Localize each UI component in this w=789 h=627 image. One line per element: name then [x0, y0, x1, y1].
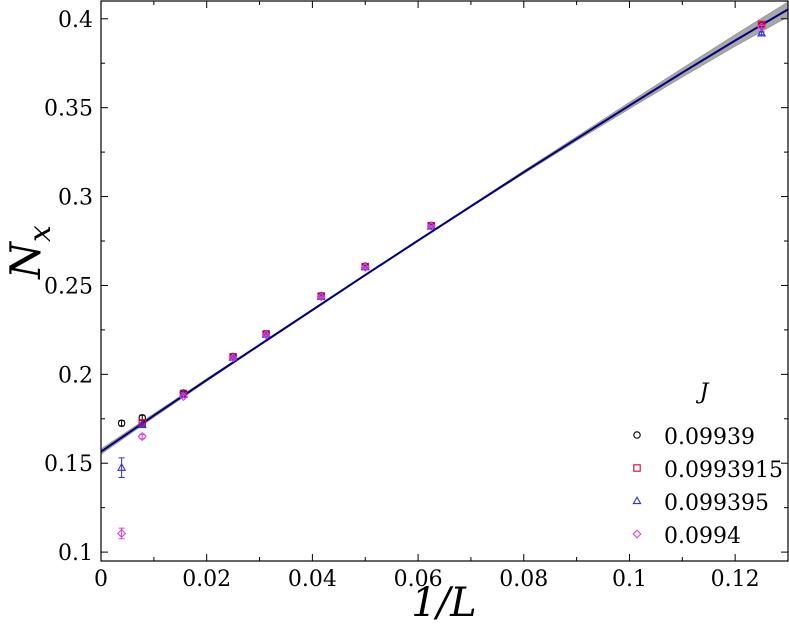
legend-marker [633, 464, 641, 472]
legend-entry-0: 0.09939 [633, 425, 755, 450]
data-point [316, 292, 326, 302]
error-bar [263, 333, 270, 337]
x-tick-label: 0 [94, 567, 108, 592]
legend-entry-1: 0.0993915 [633, 458, 783, 483]
error-bar [758, 31, 765, 36]
data-point [117, 419, 126, 427]
plot-frame [100, 0, 789, 562]
y-tick-label: 0.15 [44, 452, 93, 477]
fit-curve [100, 8, 789, 453]
svg-text:Nx: Nx [1, 225, 58, 280]
x-tick-label: 0.12 [711, 567, 760, 592]
legend-label: 0.0993915 [664, 458, 783, 483]
y-tick-label: 0.4 [58, 8, 93, 33]
series-2 [117, 28, 767, 478]
error-bar [428, 224, 435, 228]
error-bar [118, 457, 125, 478]
legend-marker [632, 529, 642, 539]
data-point [228, 353, 238, 363]
y-axis-label-sub: x [23, 225, 58, 242]
legend-title: J [696, 380, 710, 405]
data-points [117, 20, 767, 540]
legend-entry-2: 0.099395 [632, 491, 769, 516]
y-tick-label: 0.2 [58, 363, 93, 388]
y-tick-label: 0.25 [44, 274, 93, 299]
y-axis-label: Nx [1, 225, 58, 280]
x-tick-label: 0.02 [182, 567, 231, 592]
data-point [261, 330, 271, 340]
legend-marker [633, 431, 641, 439]
y-tick-label: 0.1 [58, 541, 93, 566]
legend-entries: 0.09939 0.0993915 0.099395 0.0994 [632, 425, 783, 549]
legend-marker [632, 496, 642, 505]
x-tick-label: 0.1 [612, 567, 647, 592]
axis-ticks: 0 0.02 0.04 0.06 0.08 0.1 0.12 0.1 0.15 0.2 0.25 0.… [44, 1, 788, 592]
fit-band [100, 1, 789, 455]
data-point [426, 221, 436, 231]
data-point [756, 22, 767, 32]
data-point [757, 28, 767, 37]
legend-label: 0.099395 [664, 491, 769, 516]
y-axis-label-main: N [1, 241, 50, 280]
legend-entry-3: 0.0994 [632, 524, 741, 549]
fit-line [100, 8, 789, 453]
data-point [137, 420, 147, 429]
legend: J 0.09939 0.0993915 0.099395 0.0994 [632, 380, 783, 549]
legend-label: 0.09939 [664, 425, 755, 450]
x-tick-label: 0.08 [499, 567, 548, 592]
x-tick-label: 0.06 [394, 567, 443, 592]
data-point [360, 262, 370, 272]
data-point [117, 462, 127, 471]
series-3 [117, 22, 767, 540]
data-point [137, 431, 147, 442]
error-bar [362, 266, 369, 269]
x-tick-label: 0.04 [288, 567, 337, 592]
fit-confidence-band [100, 1, 789, 455]
x-axis-label: 1/L [411, 580, 477, 626]
error-bar [318, 295, 325, 299]
data-point [117, 528, 127, 539]
y-tick-label: 0.3 [58, 186, 93, 211]
y-tick-label: 0.35 [44, 97, 93, 122]
legend-label: 0.0994 [664, 524, 741, 549]
data-point [178, 391, 189, 402]
